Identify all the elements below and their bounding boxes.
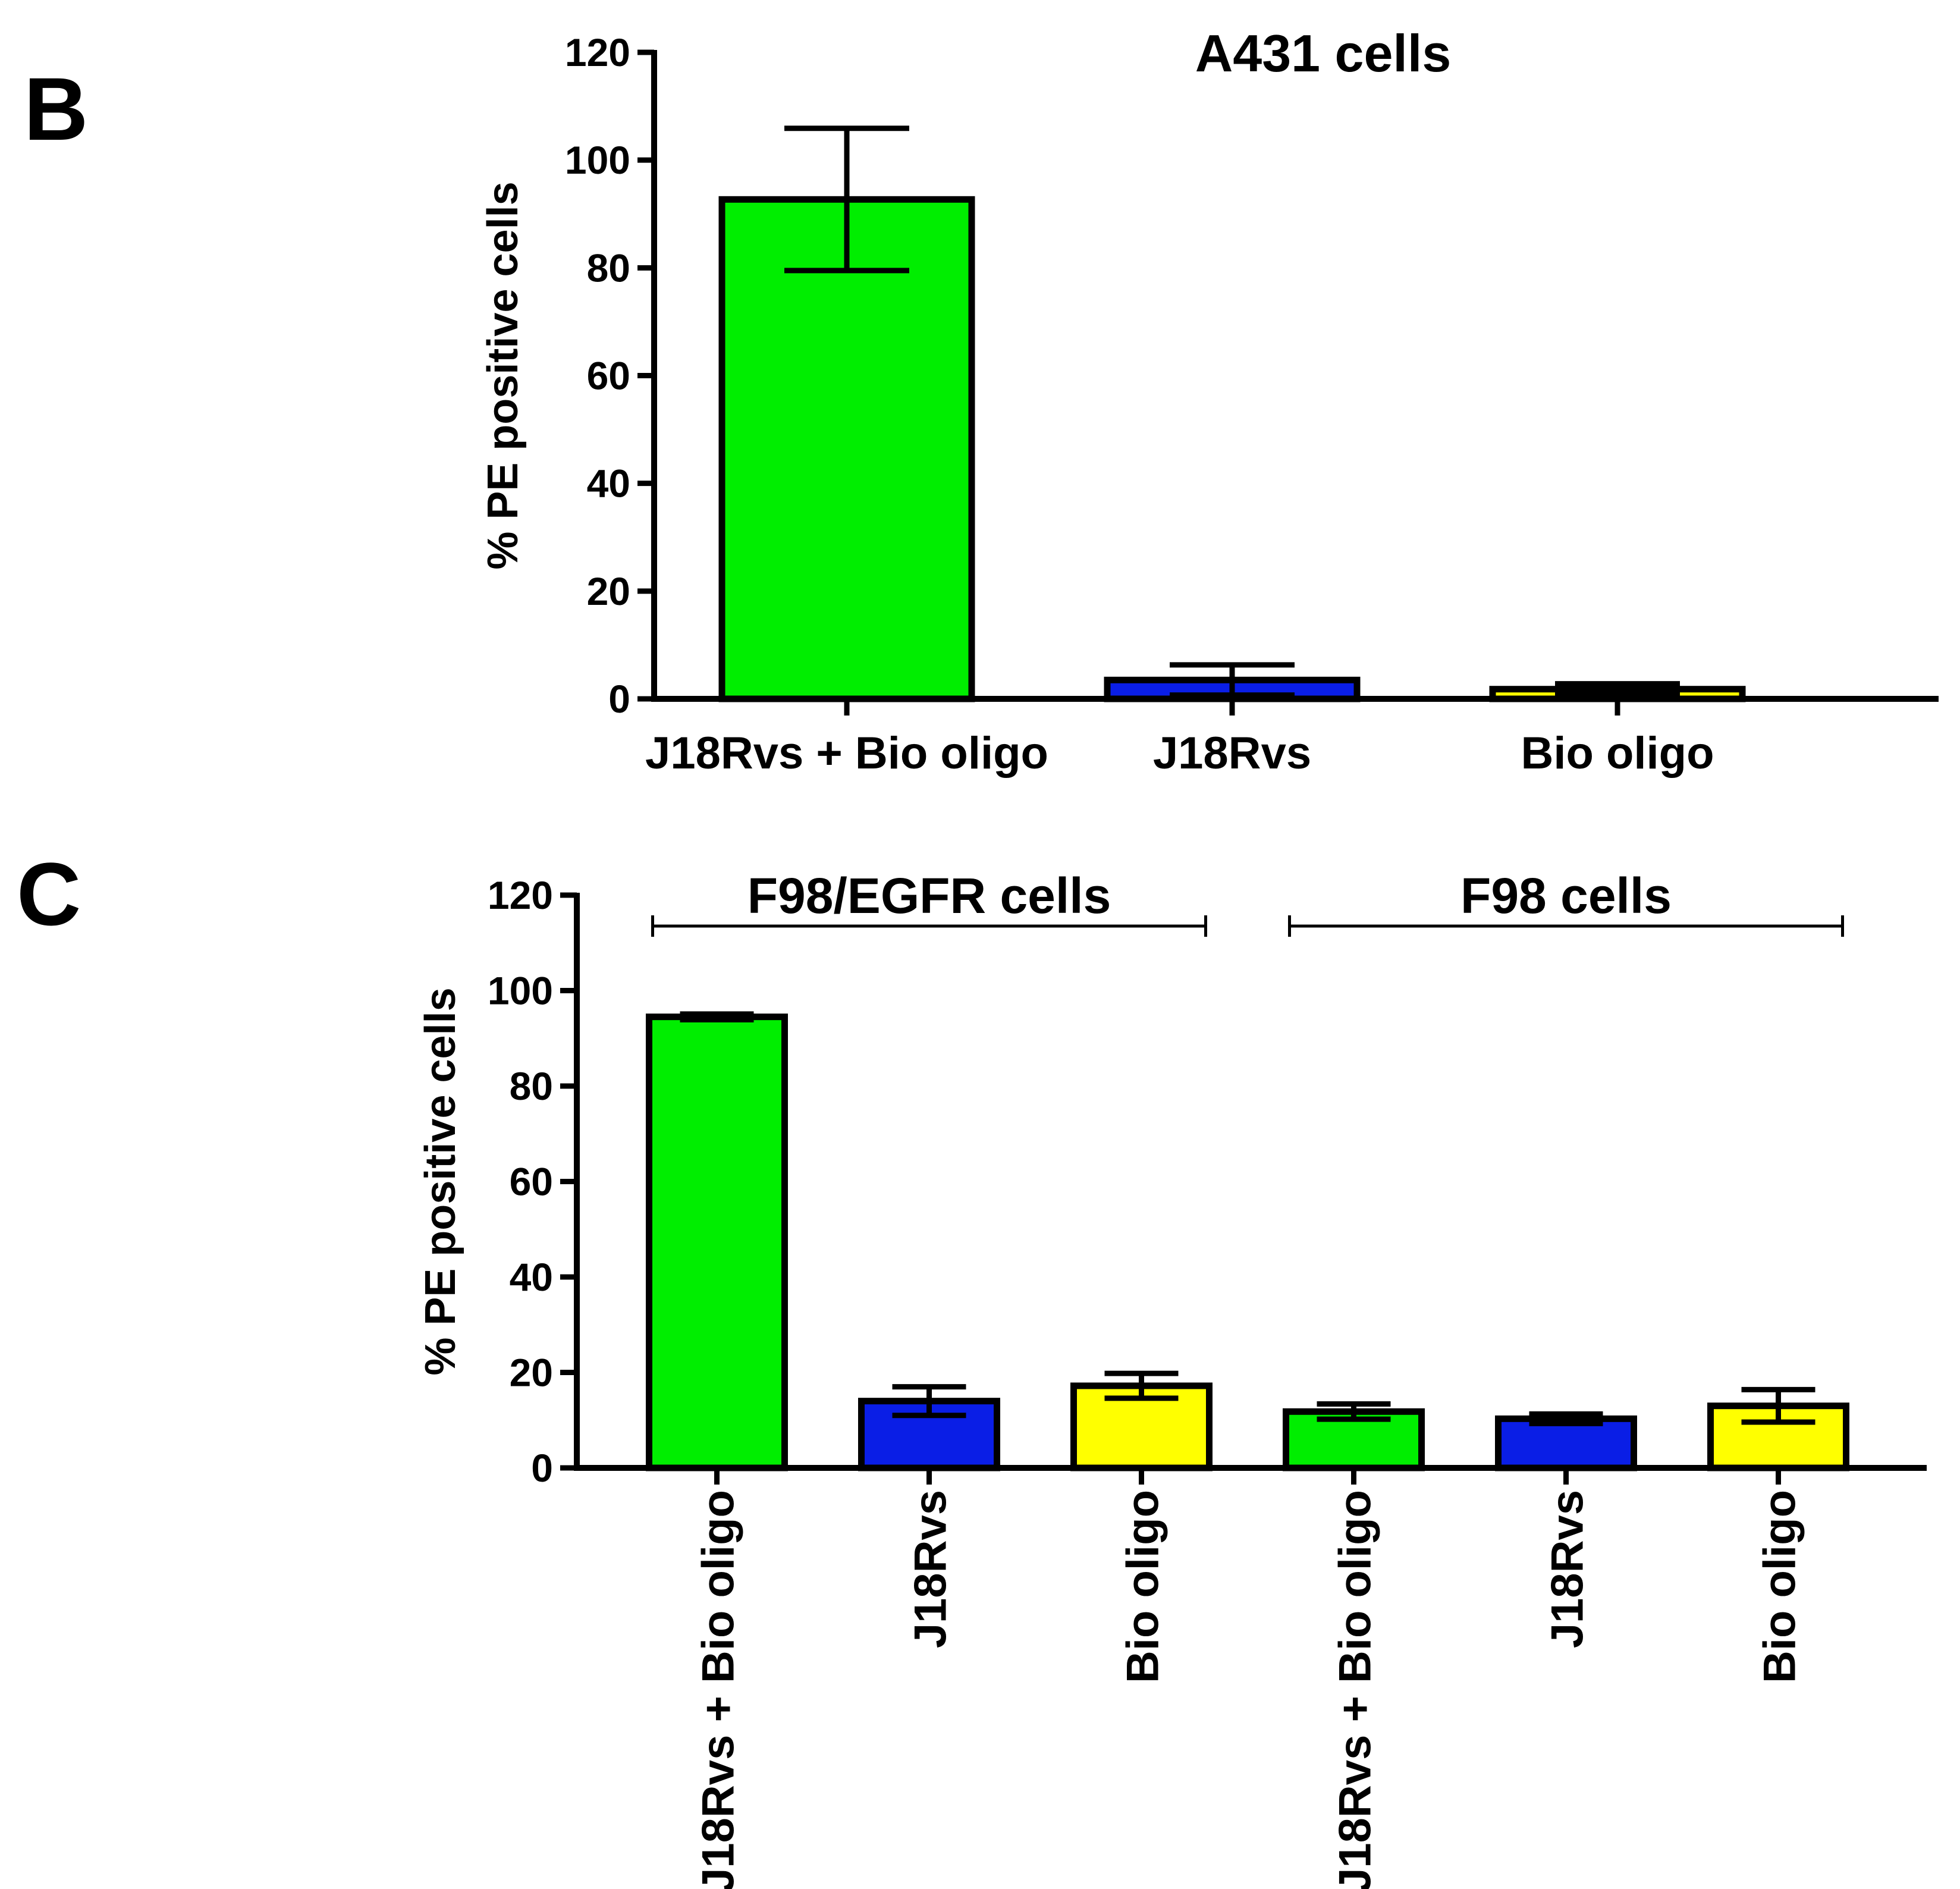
chart-title: A431 cells: [1195, 24, 1452, 83]
x-tick-label: J18Rvs + Bio oligo: [1330, 1490, 1381, 1889]
error-bar: [892, 1384, 966, 1419]
y-tick-label: 40: [510, 1255, 553, 1299]
group-bracket: [651, 915, 1207, 937]
y-tick-label: 0: [608, 677, 630, 721]
chart-panel-b: B 0 20 40 60 80 100 120 J18Rvs + Bio oligo J18Rvs…: [24, 24, 1939, 779]
panel-letter: B: [24, 59, 88, 159]
error-bar: [1529, 1411, 1603, 1426]
y-tick-label: 20: [510, 1351, 553, 1395]
y-tick-label: 60: [510, 1160, 553, 1204]
error-bar: [680, 1011, 754, 1022]
y-axis-title: % PE positive cells: [479, 181, 527, 569]
chart-panel-c: C 0 20 40 60 80 100 120 J18Rvs + Bio oligo J18Rvs…: [17, 844, 1927, 1889]
group-bracket: [1288, 915, 1844, 937]
y-tick-label: 60: [587, 354, 630, 398]
x-tick-label: J18Rvs: [906, 1490, 956, 1648]
error-bar: [1170, 662, 1295, 698]
bar: [646, 1013, 788, 1471]
x-tick-label: J18Rvs + Bio oligo: [645, 728, 1048, 779]
error-bar: [1555, 681, 1680, 698]
y-tick-label: 40: [587, 462, 630, 506]
error-bar: [784, 125, 909, 274]
x-tick-label: J18Rvs: [1153, 728, 1311, 779]
y-tick-label: 120: [565, 30, 630, 74]
error-bar: [1741, 1386, 1815, 1425]
error-bar: [1104, 1370, 1179, 1401]
x-tick-label: Bio oligo: [1118, 1490, 1169, 1683]
panel-letter: C: [17, 844, 81, 944]
x-tick-label: Bio oligo: [1521, 728, 1714, 779]
y-tick-label: 80: [510, 1064, 553, 1108]
y-tick-label: 120: [488, 873, 553, 917]
group-label: F98 cells: [1460, 868, 1672, 924]
x-tick-label: Bio oligo: [1755, 1490, 1805, 1683]
x-tick-label: J18Rvs: [1543, 1490, 1593, 1648]
y-tick-label: 80: [587, 246, 630, 290]
x-tick-label: J18Rvs + Bio oligo: [693, 1490, 744, 1889]
error-bar: [1317, 1401, 1391, 1422]
y-axis-title: % PE positive cells: [417, 987, 464, 1375]
y-tick-label: 0: [531, 1446, 553, 1490]
y-tick-label: 100: [488, 969, 553, 1013]
y-tick-label: 100: [565, 138, 630, 182]
bar: [718, 196, 975, 702]
group-label: F98/EGFR cells: [747, 868, 1111, 924]
y-tick-label: 20: [587, 569, 630, 613]
